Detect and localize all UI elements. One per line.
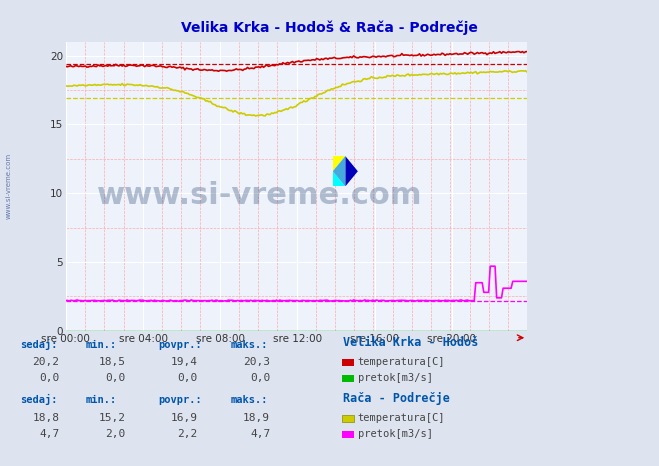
Text: 2,2: 2,2 [177, 429, 198, 439]
Text: povpr.:: povpr.: [158, 340, 202, 350]
Text: 4,7: 4,7 [39, 429, 59, 439]
Text: 16,9: 16,9 [171, 413, 198, 423]
Text: 0,0: 0,0 [105, 373, 125, 383]
Text: pretok[m3/s]: pretok[m3/s] [358, 373, 433, 383]
Text: 0,0: 0,0 [177, 373, 198, 383]
Text: www.si-vreme.com: www.si-vreme.com [97, 180, 422, 210]
Polygon shape [333, 156, 345, 171]
Text: 2,0: 2,0 [105, 429, 125, 439]
Text: 15,2: 15,2 [98, 413, 125, 423]
Text: 0,0: 0,0 [250, 373, 270, 383]
Polygon shape [333, 156, 345, 186]
Text: min.:: min.: [86, 396, 117, 405]
Text: 18,9: 18,9 [243, 413, 270, 423]
Polygon shape [333, 171, 345, 186]
Text: 19,4: 19,4 [171, 357, 198, 367]
Polygon shape [345, 156, 358, 186]
Text: www.si-vreme.com: www.si-vreme.com [5, 153, 12, 219]
Text: temperatura[C]: temperatura[C] [358, 357, 445, 367]
Text: maks.:: maks.: [231, 396, 268, 405]
Text: 20,2: 20,2 [32, 357, 59, 367]
Text: pretok[m3/s]: pretok[m3/s] [358, 429, 433, 439]
Text: sedaj:: sedaj: [20, 338, 57, 350]
Text: temperatura[C]: temperatura[C] [358, 413, 445, 423]
Text: Velika Krka - Hodoš & Rača - Podrečje: Velika Krka - Hodoš & Rača - Podrečje [181, 21, 478, 35]
Text: 0,0: 0,0 [39, 373, 59, 383]
Text: Velika Krka - Hodoš: Velika Krka - Hodoš [343, 336, 478, 350]
Text: 18,8: 18,8 [32, 413, 59, 423]
Text: 4,7: 4,7 [250, 429, 270, 439]
Text: Rača - Podrečje: Rača - Podrečje [343, 392, 449, 405]
Text: sedaj:: sedaj: [20, 394, 57, 405]
Text: maks.:: maks.: [231, 340, 268, 350]
Text: 18,5: 18,5 [98, 357, 125, 367]
Text: 20,3: 20,3 [243, 357, 270, 367]
Text: povpr.:: povpr.: [158, 396, 202, 405]
Text: min.:: min.: [86, 340, 117, 350]
